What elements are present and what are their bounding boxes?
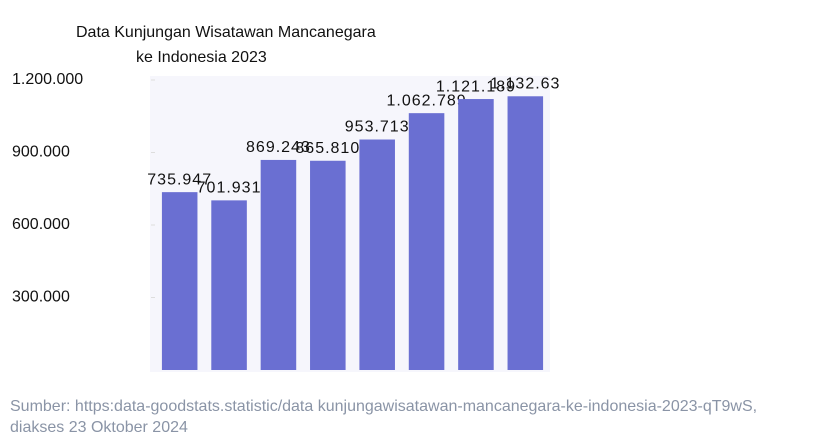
chart-title: Data Kunjungan Wisatawan Mancanegara bbox=[76, 24, 376, 41]
y-tick-label: 900.000 bbox=[12, 144, 70, 161]
bar bbox=[408, 113, 445, 370]
data-label: 1.062.789 bbox=[386, 92, 466, 109]
bar bbox=[310, 160, 346, 370]
bar bbox=[260, 159, 297, 370]
data-label: 865.810 bbox=[295, 140, 360, 157]
bar bbox=[507, 96, 544, 371]
y-tick-label: 1.200.000 bbox=[12, 71, 83, 88]
y-tick-label: 600.000 bbox=[12, 216, 70, 233]
data-label: 735.947 bbox=[147, 171, 212, 188]
data-label: 1.132.63 bbox=[490, 75, 560, 92]
data-label: 953.713 bbox=[345, 119, 410, 136]
data-label: 701.931 bbox=[197, 180, 262, 197]
bar bbox=[211, 200, 247, 370]
source-note: Sumber: https:data-goodstats.statistic/d… bbox=[10, 398, 758, 436]
bar bbox=[161, 192, 198, 370]
data-label: 869.243 bbox=[246, 139, 311, 156]
bar bbox=[359, 139, 395, 370]
y-tick-label: 300.000 bbox=[12, 289, 70, 306]
bar bbox=[458, 99, 494, 370]
data-label: 1.121.189 bbox=[436, 78, 516, 95]
chart-title: ke Indonesia 2023 bbox=[136, 49, 267, 66]
